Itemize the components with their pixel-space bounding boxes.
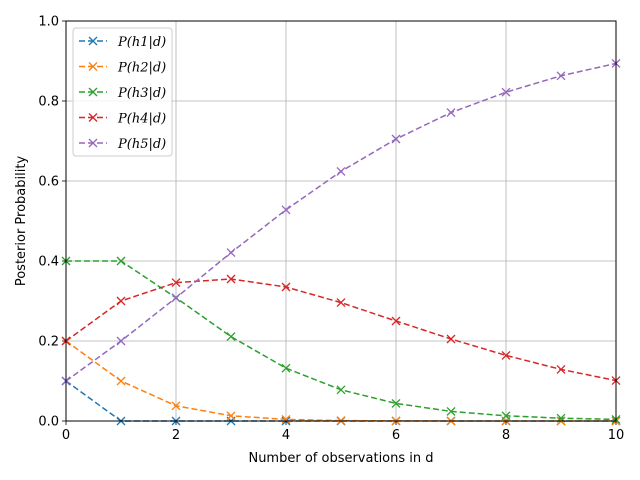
data-point	[281, 205, 291, 215]
legend-marker	[88, 62, 98, 71]
legend-item: P(h5|d)	[79, 137, 166, 152]
data-point	[501, 87, 511, 97]
legend-item: P(h1|d)	[79, 35, 166, 50]
series-h5	[61, 58, 621, 386]
plot-frame	[65, 20, 617, 422]
x-tick-label: 6	[392, 428, 400, 443]
data-point	[336, 385, 346, 395]
data-point	[116, 296, 126, 306]
data-point	[391, 398, 401, 408]
data-point	[556, 71, 566, 81]
data-point	[556, 364, 566, 374]
data-point	[116, 336, 126, 346]
y-tick-label: 0.4	[38, 255, 59, 270]
data-point	[336, 166, 346, 176]
y-tick-label: 0.0	[38, 415, 59, 430]
data-point	[391, 316, 401, 326]
data-point	[501, 411, 511, 421]
data-point	[391, 134, 401, 144]
y-tick-label: 0.6	[38, 175, 59, 190]
legend-item: P(h4|d)	[79, 112, 166, 127]
y-tick-label: 0.2	[38, 335, 59, 350]
data-point	[501, 350, 511, 360]
data-point	[446, 334, 456, 344]
legend-marker	[88, 36, 98, 46]
legend-label: P(h4|d)	[117, 112, 166, 127]
legend-marker	[88, 138, 98, 148]
data-point	[281, 414, 291, 424]
x-tick-label: 10	[608, 428, 625, 443]
data-point	[171, 278, 181, 288]
y-tick-label: 1.0	[38, 15, 59, 30]
legend-label: P(h3|d)	[117, 86, 166, 101]
data-point	[281, 363, 291, 373]
data-point	[116, 376, 126, 386]
x-tick-label: 4	[282, 428, 290, 443]
legend-item: P(h2|d)	[79, 61, 166, 76]
y-axis-label: Posterior Probability	[14, 156, 29, 287]
data-point	[226, 274, 236, 284]
legend-box	[72, 27, 173, 157]
data-point	[226, 332, 236, 342]
data-point	[171, 401, 181, 411]
x-tick-label: 0	[62, 428, 70, 443]
legend-marker	[88, 87, 98, 97]
legend: P(h1|d) P(h2|d) P(h3|d) P(h4|d) P(h5|d)	[72, 27, 173, 157]
series-line	[65, 340, 616, 422]
x-axis-label: Number of observations in d	[248, 451, 433, 466]
y-tick-label: 0.8	[38, 95, 59, 110]
data-point	[336, 298, 346, 308]
legend-marker	[88, 113, 98, 122]
legend-label: P(h1|d)	[117, 35, 166, 50]
data-point	[116, 256, 126, 266]
legend-label: P(h2|d)	[117, 61, 166, 76]
series-line	[65, 278, 617, 382]
data-point	[281, 282, 291, 292]
data-point	[226, 248, 236, 258]
data-point	[226, 411, 236, 421]
series-line	[66, 260, 617, 421]
data-point	[171, 293, 181, 303]
series-line	[65, 380, 616, 422]
x-tick-label: 8	[502, 428, 510, 443]
series-h3	[61, 256, 621, 424]
x-tick-label: 2	[172, 428, 180, 443]
data-point	[446, 108, 456, 118]
legend-item: P(h3|d)	[79, 86, 166, 101]
legend-label: P(h5|d)	[117, 137, 166, 152]
ticks: 0 2 4 6 8 10 0.0 0.2 0.4 0.6 0.8 1.0	[38, 15, 624, 444]
series-h4	[61, 274, 621, 386]
data-point	[446, 406, 456, 416]
series-h2	[61, 336, 621, 426]
